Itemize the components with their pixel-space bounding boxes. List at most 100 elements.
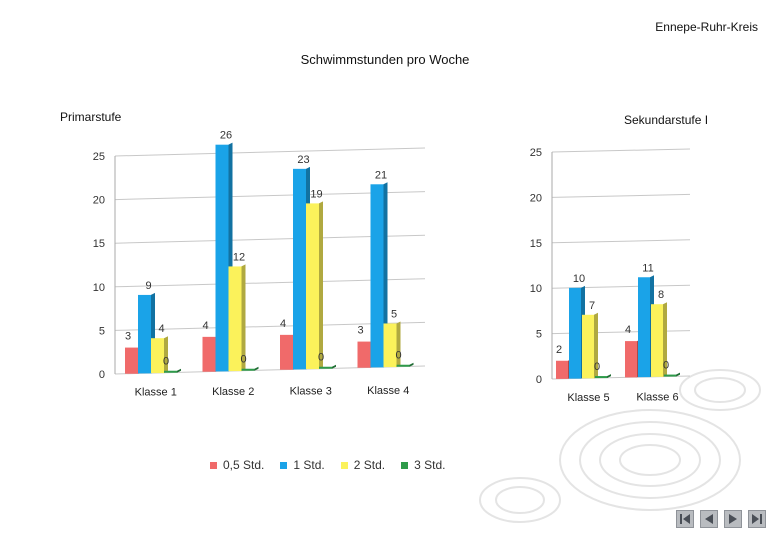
bar [383,323,397,368]
bar [293,168,306,370]
bar-side [607,374,611,379]
data-label: 26 [220,130,232,142]
data-label: 4 [625,324,631,336]
legend-item: 3 Std. [401,458,445,472]
bar [306,203,319,370]
legend-swatch [340,461,348,469]
data-label: 4 [202,320,208,332]
bar [651,304,663,377]
data-label: 0 [240,354,246,366]
bar [595,376,607,379]
legend-swatch [210,461,217,469]
legend-label: 3 Std. [414,458,446,472]
y-tick-label: 0 [536,374,542,386]
data-label: 4 [280,318,286,330]
bar-side [332,364,336,369]
category-label: Klasse 1 [135,387,177,399]
category-label: Klasse 5 [567,392,609,404]
category-label: Klasse 4 [367,385,409,397]
legend-item: 1 Std. [280,458,325,472]
bar-side [177,368,181,373]
bar [569,287,581,379]
previous-slide-button[interactable] [700,510,718,528]
category-label: Klasse 2 [212,386,254,398]
y-tick-label: 5 [536,329,542,341]
category-label: Klasse 6 [636,391,678,403]
bar [582,314,594,379]
bar-side [241,264,246,372]
y-tick-label: 15 [93,238,105,250]
bar-side [164,336,168,374]
gridline [551,284,691,289]
data-label: 21 [375,169,387,181]
data-label: 19 [310,188,322,200]
y-tick-label: 25 [93,151,105,163]
gridline [551,239,691,244]
y-tick-label: 15 [530,238,542,250]
bar [202,336,216,372]
gridline [551,193,691,198]
data-label: 0 [395,350,401,362]
next-icon [729,514,737,524]
bar [215,144,229,372]
bar-side [663,302,667,377]
chart-title-primary: Primarstufe [60,110,122,124]
legend-swatch [401,461,409,469]
organization-name: Ennepe-Ruhr-Kreis [655,20,758,34]
y-tick-label: 25 [530,147,542,159]
y-tick-label: 10 [530,283,542,295]
first-slide-button[interactable] [676,510,694,528]
data-label: 0 [663,360,669,372]
data-label: 0 [594,361,600,373]
data-label: 5 [391,308,397,320]
legend-label: 2 Std. [353,458,386,472]
bar-side [409,362,414,367]
bar [138,294,151,374]
legend-item: 0,5 Std. [210,458,264,472]
y-tick-label: 20 [530,192,542,204]
legend-label: 0,5 Std. [223,458,265,472]
legend-label: 1 Std. [293,458,325,472]
bar [370,184,384,368]
bar [151,338,164,374]
bar-side [383,182,388,368]
y-tick-label: 0 [99,369,105,381]
data-label: 11 [642,262,653,274]
gridline [551,148,691,153]
bar-side [396,321,401,368]
bar [664,374,676,377]
next-slide-button[interactable] [724,510,742,528]
data-label: 2 [556,344,562,356]
bar-side [254,366,259,371]
legend: 0,5 Std. 1 Std. 2 Std. 3 Std. [210,458,445,472]
data-label: 12 [233,251,245,263]
bar [638,277,650,378]
bar [556,360,568,379]
last-icon [752,514,762,524]
bar [280,334,293,370]
gridline [114,147,426,157]
bar-side [594,312,598,379]
bar [625,341,637,378]
data-label: 8 [658,289,664,301]
y-tick-label: 20 [93,195,105,207]
data-label: 0 [318,352,324,364]
bar [241,368,255,371]
data-label: 3 [125,331,131,343]
legend-swatch [280,461,288,469]
slide-navigation [676,510,766,528]
bar-side [319,201,323,370]
legend-item: 2 Std. [340,458,386,472]
data-label: 4 [158,323,164,335]
last-slide-button[interactable] [748,510,766,528]
y-tick-label: 5 [99,325,105,337]
category-label: Klasse 3 [290,385,332,397]
bar [125,347,138,374]
bar [396,364,410,367]
bar [357,341,371,368]
bar [164,370,177,373]
data-label: 23 [297,154,309,166]
